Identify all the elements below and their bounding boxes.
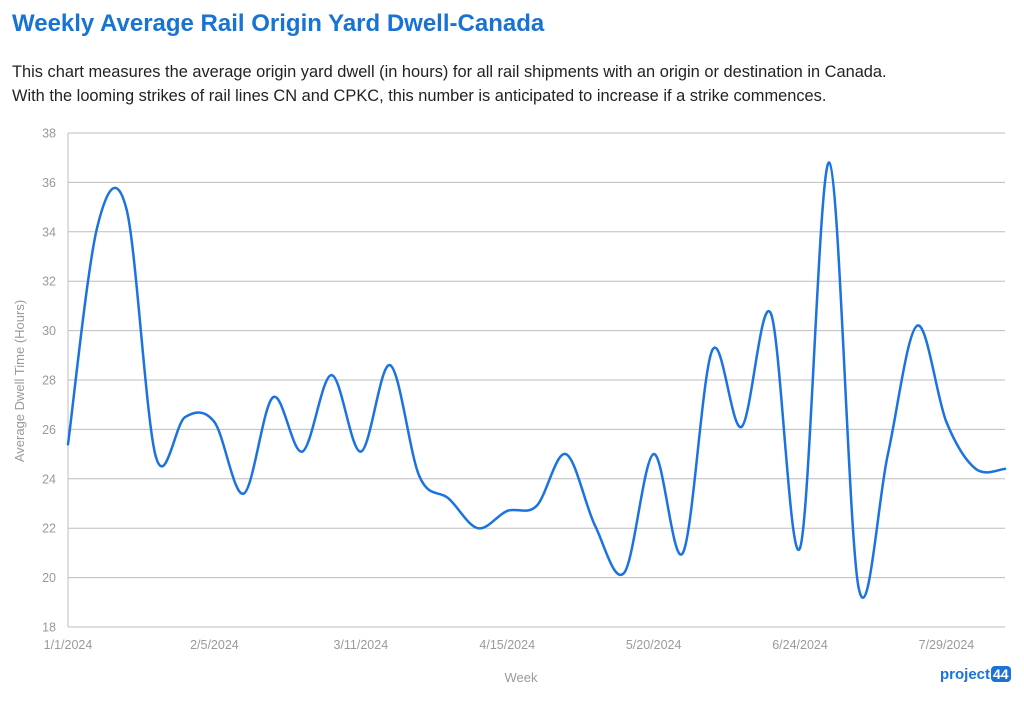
y-tick-label: 30 xyxy=(42,324,56,338)
data-point xyxy=(798,546,802,550)
data-point xyxy=(974,467,977,471)
data-point xyxy=(652,452,655,456)
x-tick-label: 1/1/2024 xyxy=(44,638,93,652)
data-point xyxy=(66,443,70,446)
x-tick-label: 5/20/2024 xyxy=(626,638,682,652)
data-point xyxy=(1003,467,1007,471)
data-point xyxy=(125,208,128,211)
data-point xyxy=(506,509,509,513)
data-point xyxy=(242,492,245,495)
data-point xyxy=(388,363,392,367)
data-point xyxy=(213,420,216,424)
data-point xyxy=(535,504,538,508)
y-tick-label: 26 xyxy=(42,423,56,437)
data-point xyxy=(418,475,421,478)
description-line-2: With the looming strikes of rail lines C… xyxy=(12,87,827,105)
y-tick-label: 18 xyxy=(42,621,56,635)
x-tick-label: 2/5/2024 xyxy=(190,638,239,652)
series-group xyxy=(66,161,1007,599)
y-tick-label: 28 xyxy=(42,374,56,388)
logo-number: 44 xyxy=(991,666,1011,682)
x-axis-title: Week xyxy=(505,670,538,685)
y-tick-label: 36 xyxy=(42,176,56,190)
chart-title: Weekly Average Rail Origin Yard Dwell-Ca… xyxy=(12,10,545,37)
x-tick-label: 7/29/2024 xyxy=(919,638,975,652)
project44-logo: project 44 xyxy=(940,666,1011,683)
data-point xyxy=(593,524,597,527)
x-axis-ticks: 1/1/2024 2/5/2024 3/11/2024 4/15/2024 5/20/2… xyxy=(44,638,975,652)
data-point xyxy=(769,312,772,315)
x-tick-label: 4/15/2024 xyxy=(479,638,535,652)
data-point xyxy=(359,450,363,453)
logo-text: project xyxy=(940,666,991,683)
y-tick-label: 38 xyxy=(42,127,56,141)
data-point xyxy=(183,415,187,419)
description-line-1: This chart measures the average origin y… xyxy=(12,63,887,81)
series-line xyxy=(66,161,1007,599)
y-axis-title: Average Dwell Time (Hours) xyxy=(12,300,27,462)
y-tick-label: 22 xyxy=(42,522,56,536)
y-tick-label: 32 xyxy=(42,275,56,289)
gridlines xyxy=(67,132,1005,628)
data-point xyxy=(740,425,743,429)
y-tick-label: 24 xyxy=(42,472,56,486)
data-point xyxy=(330,373,333,377)
data-point xyxy=(681,551,685,555)
chart-description: This chart measures the average origin y… xyxy=(12,60,1017,108)
data-point xyxy=(945,420,948,424)
data-point xyxy=(447,497,450,500)
data-point xyxy=(915,324,919,327)
data-point xyxy=(476,527,480,530)
y-tick-label: 34 xyxy=(42,225,56,239)
data-point xyxy=(710,349,714,352)
data-point xyxy=(154,455,158,458)
x-tick-label: 6/24/2024 xyxy=(772,638,828,652)
data-point xyxy=(96,225,99,229)
data-point xyxy=(828,161,831,164)
y-axis-ticks: 18 20 22 24 26 28 30 32 34 36 38 xyxy=(42,127,56,635)
data-point xyxy=(301,450,304,453)
data-point xyxy=(886,452,890,456)
data-point xyxy=(271,396,275,399)
data-point xyxy=(564,452,567,456)
data-point xyxy=(857,586,860,589)
x-tick-label: 3/11/2024 xyxy=(333,638,388,652)
y-tick-label: 20 xyxy=(42,571,56,585)
data-point xyxy=(623,571,626,574)
